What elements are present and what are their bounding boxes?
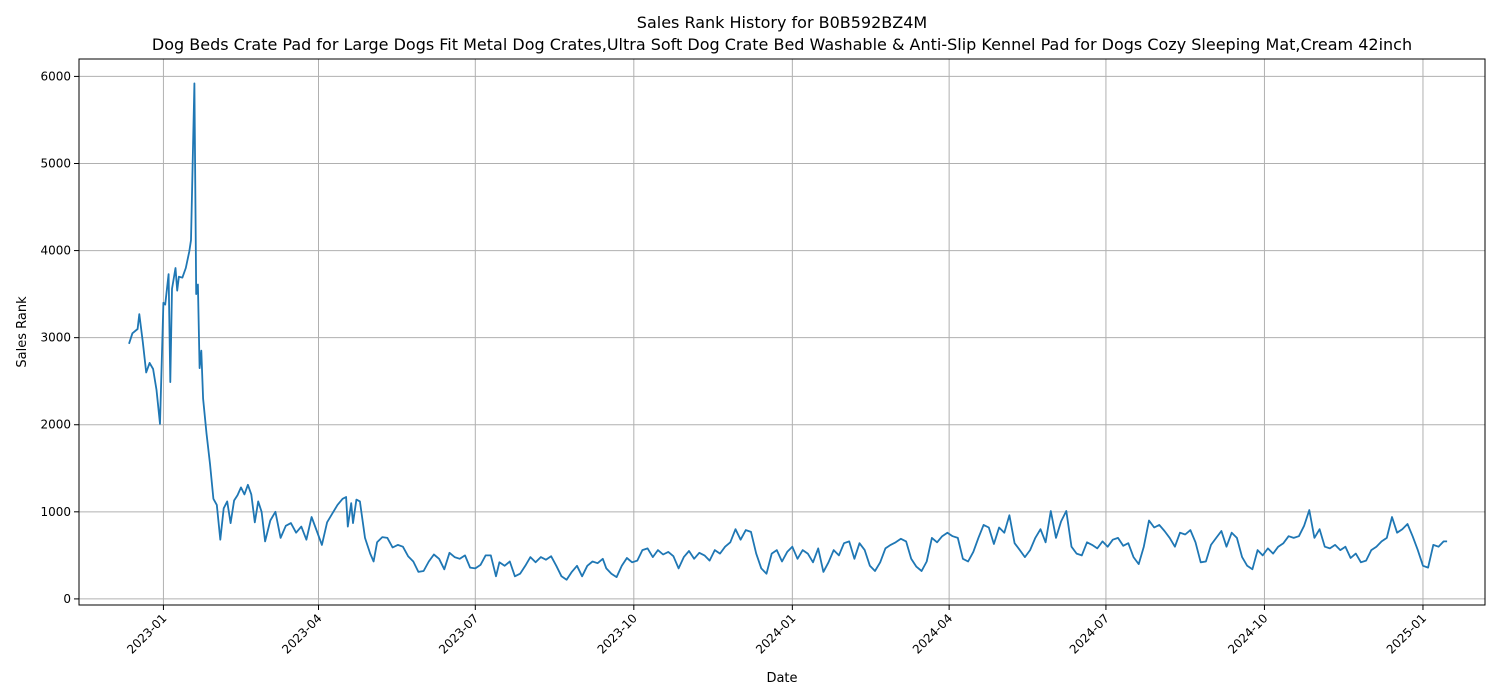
plot-frame	[78, 58, 1486, 606]
x-tick-label: 2023-07	[436, 611, 481, 656]
x-tick-label: 2024-10	[1225, 611, 1270, 656]
y-tick-label: 5000	[40, 156, 71, 170]
y-tick-label: 3000	[40, 331, 71, 345]
x-tick-label: 2023-10	[595, 611, 640, 656]
y-tick-label: 6000	[40, 69, 71, 83]
x-tick-label: 2024-01	[753, 611, 798, 656]
x-tick-label: 2024-07	[1067, 611, 1112, 656]
y-tick-label: 2000	[40, 418, 71, 432]
chart-subtitle: Dog Beds Crate Pad for Large Dogs Fit Me…	[152, 35, 1412, 54]
x-tick-label: 2023-01	[124, 611, 169, 656]
x-axis: 2023-01 2023-04 2023-07 2023-10 2024-01 2024-…	[124, 605, 1429, 657]
y-tick-label: 4000	[40, 244, 71, 258]
y-axis: 0 1000 2000 3000 4000 5000 6000	[40, 69, 79, 606]
plot-area	[128, 82, 1448, 581]
chart-title: Sales Rank History for B0B592BZ4M	[637, 13, 927, 32]
grid-lines	[79, 59, 1485, 605]
x-tick-label: 2024-04	[910, 611, 955, 656]
sales-rank-series-line	[128, 82, 1448, 581]
y-axis-label: Sales Rank	[15, 296, 30, 368]
x-tick-label: 2023-04	[279, 611, 324, 656]
y-tick-label: 1000	[40, 505, 71, 519]
x-tick-label: 2025-01	[1384, 611, 1429, 656]
y-tick-label: 0	[63, 592, 71, 606]
x-axis-label: Date	[766, 671, 797, 686]
